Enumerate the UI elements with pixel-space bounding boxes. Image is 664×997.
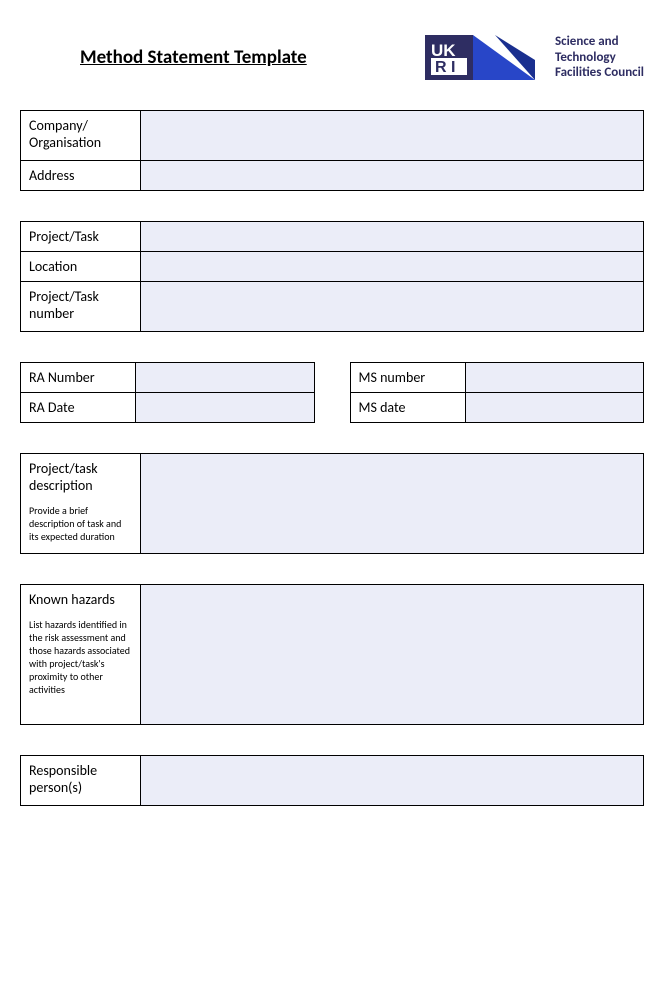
table-row: Project/Task number <box>21 282 644 332</box>
ms-table: MS number MS date <box>350 362 645 423</box>
table-row: RA Date <box>21 393 315 423</box>
ra-number-label: RA Number <box>21 363 136 393</box>
svg-text:R I: R I <box>435 59 455 76</box>
logo-text-line2: Technology <box>555 50 644 66</box>
ra-number-value[interactable] <box>136 363 315 393</box>
logo-text-line3: Facilities Council <box>555 65 644 81</box>
table-row: Responsible person(s) <box>21 756 644 806</box>
ra-date-label: RA Date <box>21 393 136 423</box>
company-value[interactable] <box>141 111 644 161</box>
responsible-table: Responsible person(s) <box>20 755 644 806</box>
table-row: Project/task description Provide a brief… <box>21 454 644 554</box>
project-number-label: Project/Task number <box>21 282 141 332</box>
responsible-value[interactable] <box>141 756 644 806</box>
description-section: Project/task description Provide a brief… <box>20 453 644 554</box>
description-value[interactable] <box>141 454 644 554</box>
table-row: Project/Task <box>21 222 644 252</box>
hazards-section: Known hazards List hazards identified in… <box>20 584 644 725</box>
logo-area: UK R I Science and Technology Facilities… <box>425 30 644 85</box>
logo-text-line1: Science and <box>555 34 644 50</box>
company-table: Company/ Organisation Address <box>20 110 644 191</box>
ra-date-value[interactable] <box>136 393 315 423</box>
page-title: Method Statement Template <box>80 46 307 69</box>
svg-text:UK: UK <box>431 41 456 60</box>
hazards-table: Known hazards List hazards identified in… <box>20 584 644 725</box>
address-label: Address <box>21 161 141 191</box>
location-label: Location <box>21 252 141 282</box>
hazards-hint: List hazards identified in the risk asse… <box>29 618 132 696</box>
table-row: RA Number <box>21 363 315 393</box>
ms-date-label: MS date <box>350 393 465 423</box>
description-label: Project/task description <box>29 460 132 494</box>
table-row: Known hazards List hazards identified in… <box>21 585 644 725</box>
logo-text: Science and Technology Facilities Counci… <box>555 34 644 81</box>
project-task-value[interactable] <box>141 222 644 252</box>
description-table: Project/task description Provide a brief… <box>20 453 644 554</box>
location-value[interactable] <box>141 252 644 282</box>
ms-number-label: MS number <box>350 363 465 393</box>
hazards-label-cell: Known hazards List hazards identified in… <box>21 585 141 725</box>
company-label: Company/ Organisation <box>21 111 141 161</box>
address-value[interactable] <box>141 161 644 191</box>
table-row: MS date <box>350 393 644 423</box>
project-task-label: Project/Task <box>21 222 141 252</box>
table-row: Address <box>21 161 644 191</box>
project-number-value[interactable] <box>141 282 644 332</box>
table-row: MS number <box>350 363 644 393</box>
company-section: Company/ Organisation Address <box>20 110 644 191</box>
ra-table: RA Number RA Date <box>20 362 315 423</box>
ukri-logo-icon: UK R I <box>425 30 545 85</box>
project-section: Project/Task Location Project/Task numbe… <box>20 221 644 332</box>
hazards-label: Known hazards <box>29 591 132 608</box>
hazards-value[interactable] <box>141 585 644 725</box>
numbers-section: RA Number RA Date MS number MS date <box>20 362 644 423</box>
table-row: Company/ Organisation <box>21 111 644 161</box>
table-row: Location <box>21 252 644 282</box>
project-table: Project/Task Location Project/Task numbe… <box>20 221 644 332</box>
description-hint: Provide a brief description of task and … <box>29 504 132 543</box>
description-label-cell: Project/task description Provide a brief… <box>21 454 141 554</box>
ms-number-value[interactable] <box>465 363 644 393</box>
responsible-label: Responsible person(s) <box>21 756 141 806</box>
header: Method Statement Template UK R I Science… <box>20 30 644 85</box>
ms-date-value[interactable] <box>465 393 644 423</box>
responsible-section: Responsible person(s) <box>20 755 644 806</box>
